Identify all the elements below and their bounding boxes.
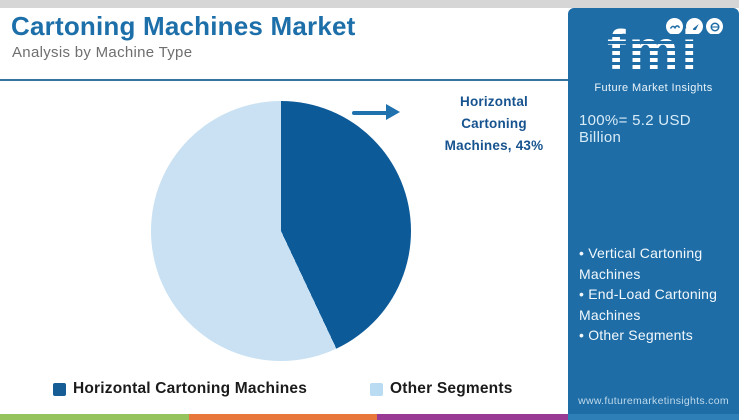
strip-green — [0, 414, 189, 420]
pie-chart — [151, 101, 411, 361]
legend-swatch-light — [370, 382, 383, 396]
arrow-shaft — [352, 111, 388, 115]
slice-annotation-line: Horizontal — [460, 94, 528, 109]
top-gray-bar — [0, 0, 739, 8]
logo-stripes-overlay — [586, 30, 721, 82]
website-link[interactable]: www.futuremarketinsights.com — [578, 395, 729, 407]
legend-swatch-dark — [53, 382, 66, 396]
brand-panel: fmi Future Market Insights 100%= 5.2 USD… — [568, 8, 739, 420]
page-subtitle: Analysis by Machine Type — [12, 44, 193, 61]
slice-annotation-line: Machines, 43% — [444, 138, 544, 153]
legend-item-horizontal: Horizontal Cartoning Machines — [53, 380, 307, 398]
arrow-icon — [352, 104, 400, 121]
legend-item-other: Other Segments — [370, 380, 513, 398]
strip-orange — [189, 414, 377, 420]
market-value-text: 100%= 5.2 USD Billion — [579, 112, 691, 146]
segment-list-item: Vertical Cartoning Machines — [579, 243, 731, 284]
footer-color-strip — [0, 414, 739, 420]
slice-annotation-line: Cartoning — [461, 116, 527, 131]
strip-blue — [568, 414, 739, 420]
page-title: Cartoning Machines Market — [11, 11, 356, 41]
segments-list: Vertical Cartoning Machines End-Load Car… — [579, 243, 731, 346]
legend-label: Horizontal Cartoning Machines — [73, 380, 308, 397]
legend-label: Other Segments — [390, 380, 513, 397]
fmi-logo: fmi Future Market Insights — [568, 16, 739, 100]
strip-purple — [377, 414, 568, 420]
logo-tagline: Future Market Insights — [594, 82, 713, 94]
segment-list-item: Other Segments — [579, 325, 731, 346]
header-divider — [0, 79, 568, 81]
slice-annotation: Horizontal Cartoning Machines, 43% — [426, 91, 562, 157]
arrow-head — [386, 104, 400, 120]
segment-list-item: End-Load Cartoning Machines — [579, 284, 731, 325]
